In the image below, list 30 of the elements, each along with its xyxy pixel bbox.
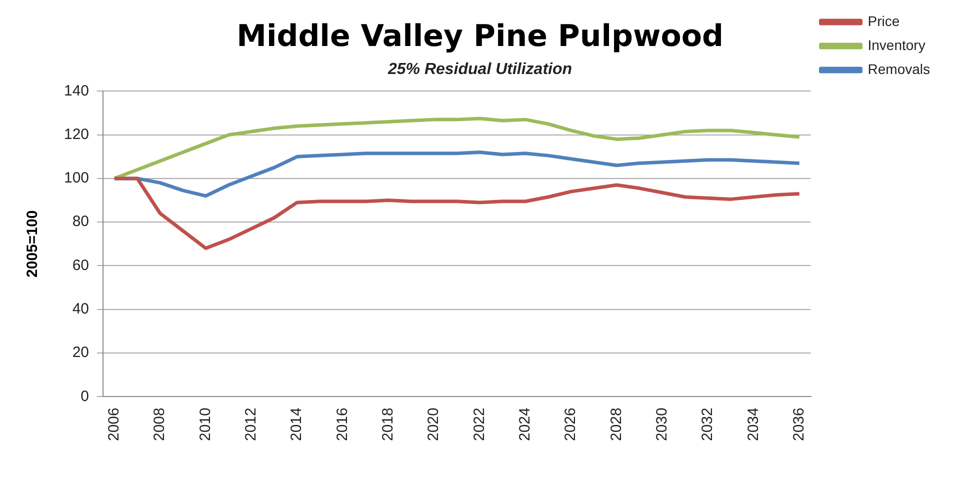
x-tick-label: 2022 [470, 408, 488, 442]
legend-label: Price [868, 12, 900, 29]
x-tick-label: 2010 [196, 408, 214, 442]
x-tick-label: 2012 [242, 408, 260, 442]
y-tick-label: 80 [72, 213, 90, 230]
x-tick-label: 2006 [106, 408, 123, 442]
y-tick-label: 40 [72, 300, 90, 318]
y-axis-title: 2005=100 [24, 210, 42, 278]
x-tick-label: 2036 [790, 408, 808, 442]
x-tick-label: 2034 [744, 408, 762, 442]
x-tick-label: 2026 [562, 408, 580, 442]
y-tick-label: 100 [64, 170, 90, 187]
x-tick-label: 2008 [151, 408, 168, 442]
x-tick-label: 2016 [334, 408, 351, 442]
x-tick-label: 2014 [288, 408, 306, 442]
y-tick-label: 140 [64, 82, 90, 100]
y-tick-label: 60 [72, 256, 90, 274]
legend-label: Inventory [868, 36, 926, 53]
legend-label: Removals [868, 60, 930, 77]
x-tick-label: 2030 [654, 408, 671, 442]
chart-subtitle: 25% Residual Utilization [386, 61, 572, 78]
x-tick-label: 2020 [425, 408, 442, 442]
x-tick-label: 2018 [380, 408, 397, 442]
y-tick-label: 20 [72, 344, 90, 362]
y-tick-label: 120 [64, 126, 90, 143]
y-tick-label: 0 [80, 388, 90, 405]
x-tick-label: 2032 [699, 408, 716, 442]
chart-title: Middle Valley Pine Pulpwood [236, 18, 724, 54]
x-tick-label: 2028 [608, 408, 625, 442]
x-tick-label: 2024 [516, 408, 534, 442]
